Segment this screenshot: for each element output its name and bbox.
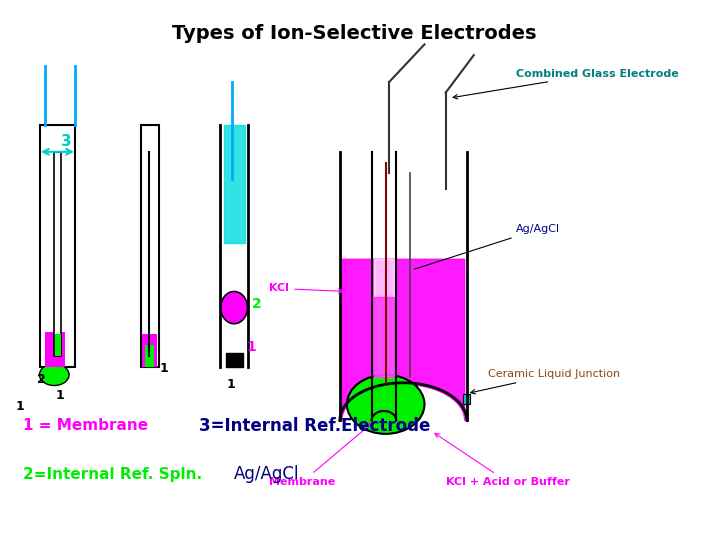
Text: Ag/AgCl: Ag/AgCl [234,465,300,483]
FancyBboxPatch shape [145,345,153,367]
Text: Ag/AgCl: Ag/AgCl [415,225,560,269]
Text: Membrane: Membrane [269,423,372,487]
Text: Types of Ion-Selective Electrodes: Types of Ion-Selective Electrodes [171,24,536,43]
Ellipse shape [40,364,69,386]
Text: 1: 1 [247,340,256,354]
Text: 1: 1 [160,362,168,375]
FancyBboxPatch shape [463,394,470,404]
FancyBboxPatch shape [143,334,156,367]
Ellipse shape [221,292,248,323]
FancyBboxPatch shape [45,332,65,367]
FancyBboxPatch shape [54,152,61,356]
Text: 1 = Membrane: 1 = Membrane [22,418,148,433]
Text: 3: 3 [61,134,72,150]
Text: 1: 1 [16,400,24,413]
Text: 2: 2 [252,296,261,310]
Text: 1: 1 [227,378,235,391]
Polygon shape [342,259,464,421]
Circle shape [347,375,425,434]
FancyBboxPatch shape [55,334,60,356]
Text: Combined Glass Electrode: Combined Glass Electrode [453,69,679,99]
Text: 3=Internal Ref.Electrode: 3=Internal Ref.Electrode [199,417,431,435]
Text: KCl + Acid or Buffer: KCl + Acid or Buffer [435,434,570,487]
Text: 2: 2 [37,373,45,386]
Text: 1: 1 [55,389,64,402]
FancyBboxPatch shape [141,125,158,367]
Text: Ceramic Liquid Junction: Ceramic Liquid Junction [471,369,620,394]
FancyBboxPatch shape [225,353,243,367]
Text: KCl: KCl [269,284,343,293]
Text: 2=Internal Ref. Spln.: 2=Internal Ref. Spln. [22,467,202,482]
